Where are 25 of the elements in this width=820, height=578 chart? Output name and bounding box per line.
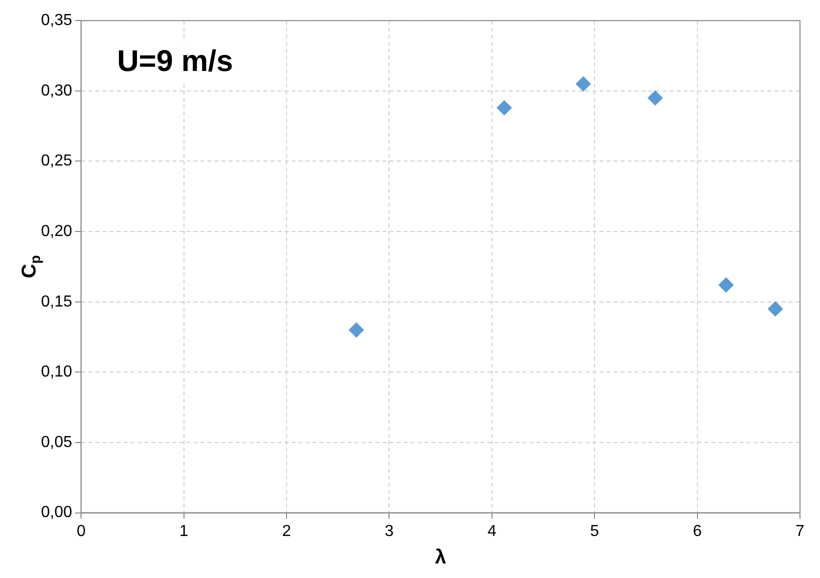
y-tick-label: 0,05 [41, 434, 72, 451]
x-tick-label: 4 [487, 522, 496, 540]
y-tick-label: 0,35 [41, 12, 72, 30]
y-tick-label: 0,30 [41, 82, 72, 100]
x-tick-label: 1 [179, 522, 188, 540]
x-tick-label: 2 [282, 522, 292, 540]
y-axis-title: Cp [18, 255, 43, 278]
point [718, 277, 734, 292]
y-tick-label: 0,15 [41, 293, 72, 310]
point [348, 322, 364, 338]
y-tick-label: 0,10 [41, 364, 72, 381]
x-tick-label: 7 [796, 522, 805, 540]
x-tick-label: 3 [384, 522, 394, 540]
y-tick-label: 0,25 [41, 152, 72, 170]
y-tick-label: 0,00 [41, 504, 72, 522]
x-axis-title: λ [435, 546, 446, 569]
point [496, 100, 512, 116]
point [648, 90, 663, 106]
point [768, 301, 783, 316]
annotation: U=9 m/s [117, 44, 234, 78]
y-tick-label: 0,20 [41, 222, 72, 240]
x-tick-label: 6 [692, 522, 702, 540]
x-tick-label: 5 [590, 522, 600, 540]
point [576, 76, 591, 92]
x-tick-label: 0 [76, 522, 86, 540]
